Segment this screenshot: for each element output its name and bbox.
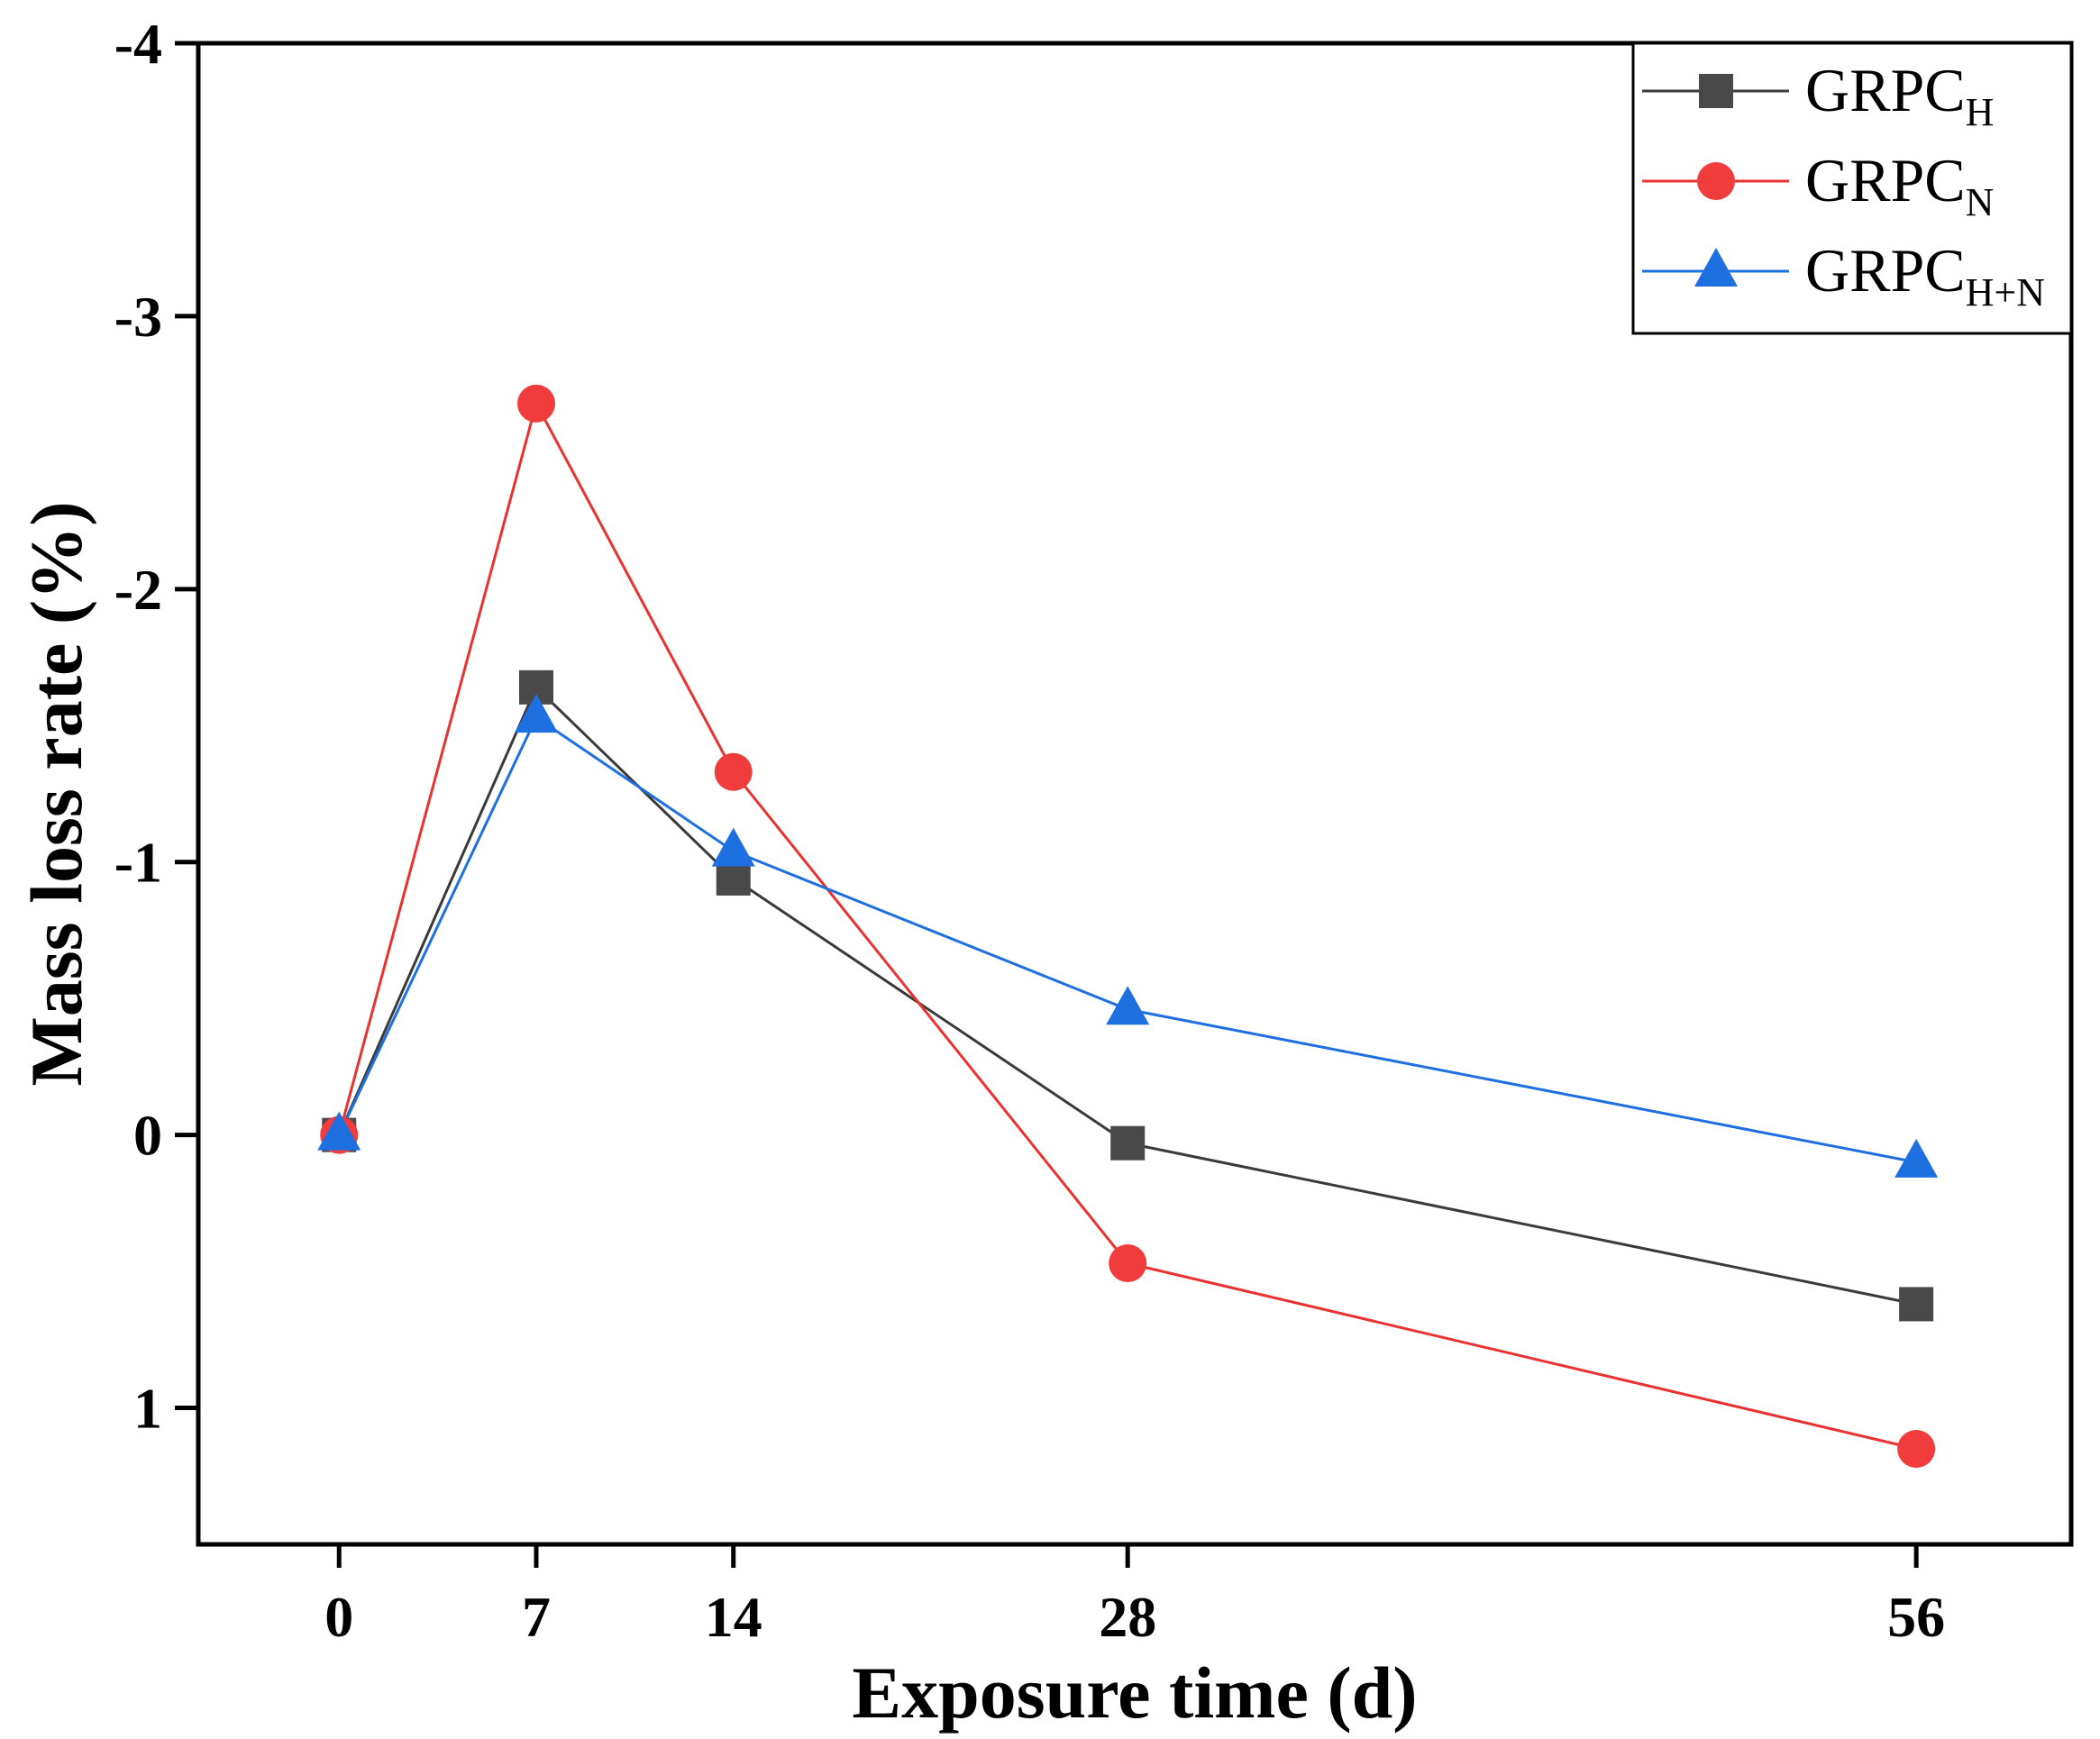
data-point-GRPCH+N xyxy=(317,1111,361,1151)
series-line-GRPCN xyxy=(337,399,1917,1451)
data-point-GRPCH+N xyxy=(514,694,558,733)
data-point-GRPCH xyxy=(1110,1125,1146,1161)
legend-label-GRPCN: GRPCN xyxy=(1805,146,1994,224)
y-tick-label: -4 xyxy=(114,12,162,76)
legend-marker-GRPCH+N xyxy=(1694,248,1738,287)
x-tick-label: 0 xyxy=(324,1585,353,1649)
y-axis-title: Mass loss rate (%) xyxy=(15,501,97,1086)
x-tick-label: 28 xyxy=(1099,1585,1156,1649)
data-point-GRPCH+N xyxy=(711,827,755,867)
legend-marker-GRPCN xyxy=(1697,162,1735,200)
data-point-GRPCH xyxy=(716,860,751,896)
y-tick-label: 1 xyxy=(133,1377,162,1441)
y-tick-label: -2 xyxy=(114,558,162,622)
data-point-GRPCN xyxy=(714,752,753,791)
data-point-GRPCH+N xyxy=(1106,986,1150,1025)
y-tick-label: 0 xyxy=(133,1104,162,1168)
y-tick-label: -1 xyxy=(114,831,162,895)
y-tick-label: -3 xyxy=(114,285,162,349)
data-point-GRPCN xyxy=(1109,1244,1147,1283)
legend-label-GRPCH+N: GRPCH+N xyxy=(1805,236,2045,314)
x-tick-label: 56 xyxy=(1887,1585,1945,1649)
x-tick-label: 7 xyxy=(522,1585,551,1649)
data-point-GRPCN xyxy=(516,384,555,423)
axes-layer: 0 7 14 28 56 -4 -3 -2 -1 0 1 xyxy=(114,12,1945,1649)
legend-label-GRPCH: GRPCH xyxy=(1805,56,1994,134)
data-point-GRPCN xyxy=(1897,1429,1936,1468)
data-point-GRPCH xyxy=(1899,1287,1934,1322)
plot-frame xyxy=(196,41,2074,1547)
x-axis-title: Exposure time (d) xyxy=(852,1652,1417,1734)
legend-marker-GRPCH xyxy=(1699,74,1733,108)
legend: GRPCH GRPCN GRPCH+N xyxy=(1631,41,2073,335)
series-line-GRPCH+N xyxy=(337,715,1917,1164)
series-layer xyxy=(317,384,1939,1468)
data-point-GRPCH+N xyxy=(1895,1138,1939,1178)
x-tick-label: 14 xyxy=(705,1585,762,1649)
